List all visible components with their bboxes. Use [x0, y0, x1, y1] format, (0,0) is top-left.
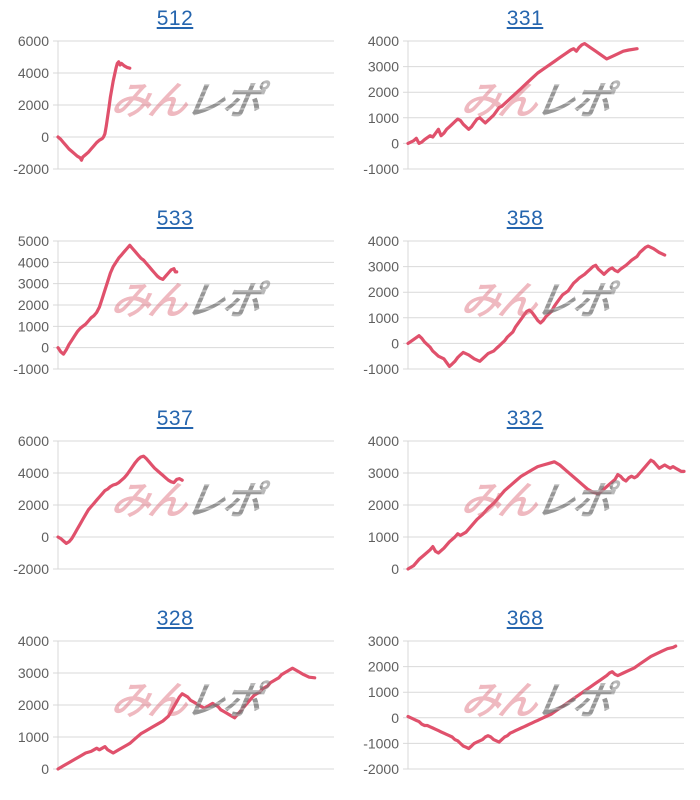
line-chart: 4000 3000 2000 1000 0 -1000	[363, 233, 684, 377]
svg-text:4000: 4000	[368, 233, 399, 249]
svg-text:4000: 4000	[18, 633, 49, 649]
svg-text:2000: 2000	[368, 497, 399, 513]
svg-text:0: 0	[41, 340, 49, 356]
machine-number-link[interactable]: 368	[506, 607, 544, 630]
svg-text:-1000: -1000	[13, 361, 49, 377]
svg-text:0: 0	[41, 529, 49, 545]
machine-number-link[interactable]: 512	[156, 7, 194, 30]
svg-text:1000: 1000	[18, 729, 49, 745]
line-chart: 3000 2000 1000 0 -1000 -2000	[363, 633, 684, 777]
svg-text:-2000: -2000	[363, 761, 399, 777]
svg-text:3000: 3000	[368, 633, 399, 649]
line-chart: 5000 4000 3000 2000 1000 0 -1000	[13, 233, 334, 377]
machine-number-link[interactable]: 537	[156, 407, 194, 430]
chart-cell-512: 512 6000 4000 2000 0 -2000 みんレポ	[0, 0, 350, 200]
svg-text:2000: 2000	[18, 97, 49, 113]
chart-title: 537	[0, 400, 350, 430]
svg-text:3000: 3000	[368, 59, 399, 75]
svg-text:1000: 1000	[368, 110, 399, 126]
chart-title: 358	[350, 200, 700, 230]
machine-number-link[interactable]: 358	[506, 207, 544, 230]
svg-text:0: 0	[391, 561, 399, 577]
svg-text:4000: 4000	[368, 33, 399, 49]
line-chart: 4000 3000 2000 1000 0	[18, 633, 334, 777]
svg-text:2000: 2000	[368, 659, 399, 675]
chart-cell-358: 358 4000 3000 2000 1000 0 -1000 みんレポ	[350, 200, 700, 400]
svg-text:6000: 6000	[18, 433, 49, 449]
svg-text:-2000: -2000	[13, 561, 49, 577]
chart-title: 328	[0, 600, 350, 630]
svg-text:2000: 2000	[368, 284, 399, 300]
svg-text:5000: 5000	[18, 233, 49, 249]
svg-text:0: 0	[41, 761, 49, 777]
machine-number-link[interactable]: 328	[156, 607, 194, 630]
chart-title: 332	[350, 400, 700, 430]
svg-text:0: 0	[391, 135, 399, 151]
svg-text:3000: 3000	[18, 276, 49, 292]
svg-text:3000: 3000	[368, 259, 399, 275]
svg-text:4000: 4000	[368, 433, 399, 449]
svg-text:2000: 2000	[18, 297, 49, 313]
chart-title: 533	[0, 200, 350, 230]
svg-text:1000: 1000	[18, 318, 49, 334]
svg-text:2000: 2000	[18, 497, 49, 513]
line-chart: 4000 3000 2000 1000 0	[368, 433, 686, 577]
svg-text:0: 0	[41, 129, 49, 145]
svg-text:4000: 4000	[18, 65, 49, 81]
svg-text:2000: 2000	[368, 84, 399, 100]
chart-cell-331: 331 4000 3000 2000 1000 0 -1000 みんレポ	[350, 0, 700, 200]
svg-text:2000: 2000	[18, 697, 49, 713]
svg-text:1000: 1000	[368, 310, 399, 326]
svg-text:0: 0	[391, 710, 399, 726]
chart-title: 368	[350, 600, 700, 630]
svg-text:3000: 3000	[18, 665, 49, 681]
svg-text:4000: 4000	[18, 465, 49, 481]
line-chart: 6000 4000 2000 0 -2000	[13, 433, 334, 577]
chart-cell-368: 368 3000 2000 1000 0 -1000 -2000 みんレポ	[350, 600, 700, 800]
svg-text:-1000: -1000	[363, 361, 399, 377]
chart-cell-537: 537 6000 4000 2000 0 -2000 みんレポ	[0, 400, 350, 600]
svg-text:4000: 4000	[18, 254, 49, 270]
chart-cell-328: 328 4000 3000 2000 1000 0 みんレポ	[0, 600, 350, 800]
line-chart: 4000 3000 2000 1000 0 -1000	[363, 33, 684, 177]
svg-text:-2000: -2000	[13, 161, 49, 177]
machine-number-link[interactable]: 533	[156, 207, 194, 230]
svg-text:1000: 1000	[368, 684, 399, 700]
machine-number-link[interactable]: 331	[506, 7, 544, 30]
chart-title: 512	[0, 0, 350, 30]
svg-text:-1000: -1000	[363, 161, 399, 177]
machine-number-link[interactable]: 332	[506, 407, 544, 430]
chart-cell-332: 332 4000 3000 2000 1000 0 みんレポ	[350, 400, 700, 600]
line-chart: 6000 4000 2000 0 -2000	[13, 33, 334, 177]
svg-text:3000: 3000	[368, 465, 399, 481]
svg-text:0: 0	[391, 335, 399, 351]
svg-text:1000: 1000	[368, 529, 399, 545]
svg-text:6000: 6000	[18, 33, 49, 49]
chart-title: 331	[350, 0, 700, 30]
chart-cell-533: 533 5000 4000 3000 2000 1000 0 -1000 みんレポ	[0, 200, 350, 400]
svg-text:-1000: -1000	[363, 735, 399, 751]
